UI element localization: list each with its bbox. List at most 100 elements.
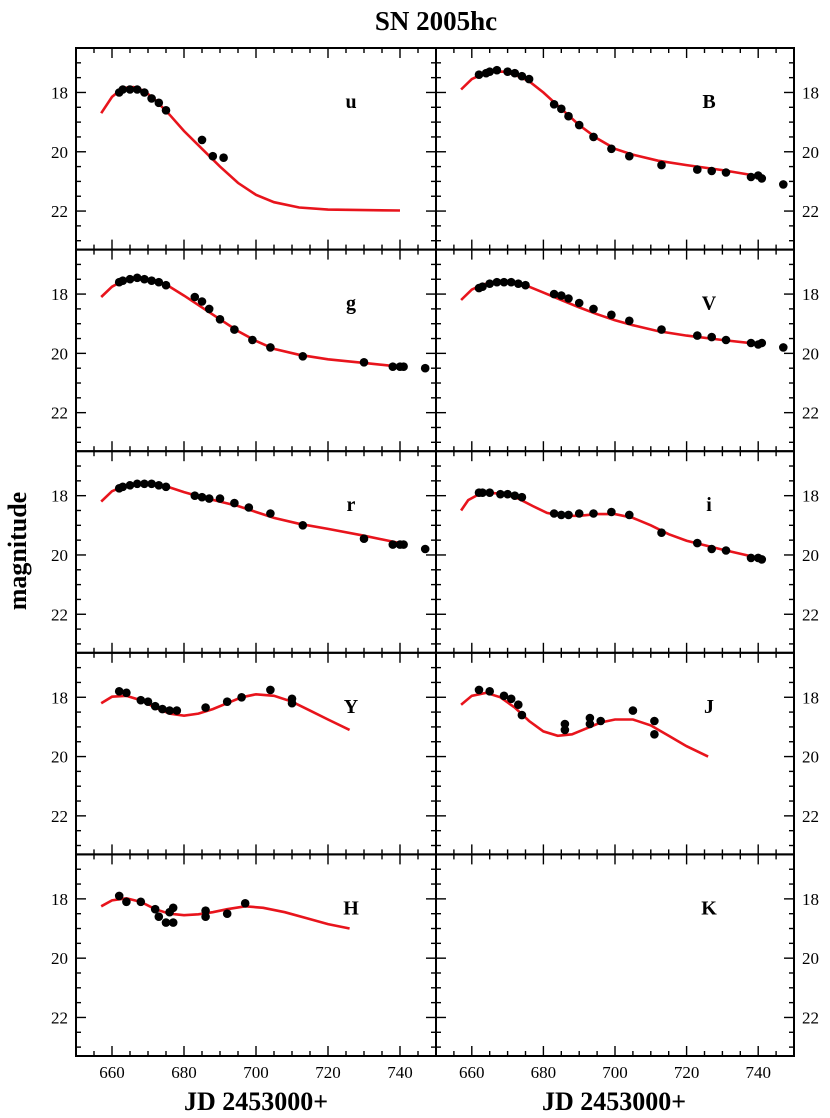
data-point bbox=[521, 280, 530, 290]
y-tick-label: 18 bbox=[51, 487, 68, 506]
data-point bbox=[359, 534, 369, 543]
y-tick-label: 22 bbox=[802, 1008, 819, 1027]
data-points-i bbox=[474, 488, 767, 564]
data-point bbox=[492, 277, 502, 287]
y-tick-label: 20 bbox=[51, 344, 68, 363]
data-point bbox=[240, 899, 250, 908]
data-points-u bbox=[114, 85, 228, 162]
data-point bbox=[125, 274, 135, 284]
data-point bbox=[607, 144, 616, 154]
data-point bbox=[779, 180, 788, 189]
y-axis-label: magnitude bbox=[3, 492, 32, 610]
data-point bbox=[161, 280, 171, 290]
data-point bbox=[215, 494, 225, 503]
data-point bbox=[517, 710, 527, 720]
data-point bbox=[197, 297, 207, 306]
y-tick-label: 18 bbox=[51, 688, 68, 707]
panel-frame bbox=[435, 853, 795, 1058]
data-point bbox=[514, 279, 523, 289]
y-tick-label: 18 bbox=[802, 688, 819, 707]
data-point bbox=[485, 687, 495, 696]
data-point bbox=[517, 71, 527, 81]
data-point bbox=[168, 903, 178, 913]
data-point bbox=[503, 489, 512, 499]
data-point bbox=[625, 510, 634, 520]
data-point bbox=[197, 135, 207, 145]
data-point bbox=[485, 67, 495, 76]
y-tick-label: 22 bbox=[802, 807, 819, 826]
x-tick-label: 700 bbox=[602, 1063, 628, 1082]
data-point bbox=[557, 510, 566, 520]
data-point bbox=[197, 492, 207, 502]
panel-ticks bbox=[436, 854, 794, 1056]
data-point bbox=[266, 509, 275, 518]
y-tick-label: 18 bbox=[802, 285, 819, 304]
data-point bbox=[721, 335, 731, 345]
data-point bbox=[650, 716, 659, 726]
data-point bbox=[420, 363, 430, 373]
x-tick-label: 660 bbox=[459, 1063, 485, 1082]
data-point bbox=[420, 544, 430, 554]
panel-grid: 18 20 22 u 18 20 22 B 18 20 22 g 18 20 22 V 18 20 22 r 18 20 2… bbox=[51, 47, 819, 1082]
data-point bbox=[564, 294, 573, 303]
data-point bbox=[557, 291, 566, 300]
data-point bbox=[779, 343, 788, 352]
data-point bbox=[219, 153, 228, 162]
data-point bbox=[140, 479, 149, 489]
y-tick-label: 22 bbox=[51, 605, 68, 624]
band-label-r: r bbox=[347, 494, 356, 516]
data-point bbox=[190, 292, 200, 302]
data-point bbox=[266, 685, 275, 695]
data-point bbox=[161, 918, 171, 927]
data-point bbox=[503, 67, 512, 76]
data-point bbox=[474, 70, 484, 79]
data-point bbox=[237, 693, 246, 702]
data-point bbox=[492, 65, 502, 75]
data-point bbox=[215, 315, 225, 324]
panel-frame bbox=[435, 450, 795, 654]
data-point bbox=[517, 492, 527, 502]
data-point bbox=[657, 528, 666, 537]
data-point bbox=[485, 279, 495, 289]
data-point bbox=[154, 98, 164, 108]
data-point bbox=[154, 277, 164, 287]
data-point bbox=[125, 481, 135, 490]
data-point bbox=[118, 276, 128, 286]
data-point bbox=[549, 289, 559, 299]
data-point bbox=[204, 494, 214, 503]
band-label-H: H bbox=[343, 897, 359, 919]
data-point bbox=[222, 697, 232, 706]
data-point bbox=[585, 713, 595, 723]
panel-B: 18 20 22 B bbox=[435, 47, 819, 251]
data-points-g bbox=[114, 273, 430, 373]
data-point bbox=[707, 166, 716, 176]
data-point bbox=[230, 325, 239, 334]
data-point bbox=[549, 509, 559, 518]
data-point bbox=[161, 482, 171, 492]
data-point bbox=[596, 716, 605, 726]
data-point bbox=[589, 509, 598, 518]
data-point bbox=[506, 277, 516, 287]
panel-K: 18 20 22 660 680 700 720 740 K bbox=[435, 853, 819, 1082]
data-point bbox=[140, 274, 149, 284]
data-point bbox=[190, 491, 200, 501]
data-point bbox=[657, 160, 666, 170]
x-tick-label: 700 bbox=[243, 1063, 269, 1082]
panel-ticks bbox=[76, 48, 436, 250]
data-point bbox=[496, 489, 505, 499]
data-point bbox=[693, 331, 702, 340]
data-point bbox=[161, 106, 171, 115]
y-tick-label: 20 bbox=[802, 546, 819, 565]
y-tick-label: 18 bbox=[802, 487, 819, 506]
data-point bbox=[474, 685, 484, 695]
data-point bbox=[560, 725, 570, 735]
y-tick-label: 22 bbox=[51, 807, 68, 826]
data-point bbox=[499, 691, 509, 701]
data-point bbox=[150, 904, 160, 914]
panel-Y: 18 20 22 Y bbox=[51, 651, 437, 856]
data-point bbox=[693, 165, 702, 174]
data-point bbox=[657, 325, 666, 334]
data-point bbox=[560, 719, 570, 729]
data-point bbox=[201, 703, 210, 712]
data-point bbox=[136, 695, 146, 705]
